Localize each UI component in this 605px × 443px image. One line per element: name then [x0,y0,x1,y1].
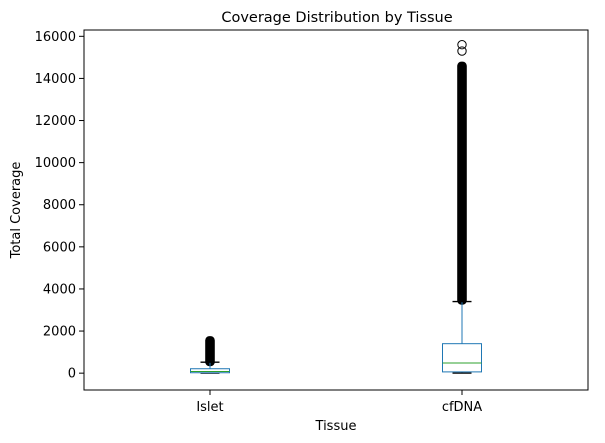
outlier-point [457,40,467,50]
x-axis-label: Tissue [315,419,357,434]
plot-frame [83,29,589,391]
outlier-band [205,336,215,367]
y-axis-label: Total Coverage [9,162,24,260]
x-tick-label: Islet [196,400,223,415]
iqr-box [190,368,230,374]
outlier-band [457,61,467,305]
box-cfdna [442,40,482,374]
y-tick-label: 12000 [35,114,76,129]
y-tick-label: 0 [68,367,76,382]
y-tick-label: 16000 [35,30,76,45]
y-tick-label: 2000 [43,325,76,340]
y-tick-label: 8000 [43,198,76,213]
x-tick-label: cfDNA [442,400,482,415]
y-tick-label: 10000 [35,156,76,171]
y-tick-label: 6000 [43,240,76,255]
y-tick-label: 14000 [35,72,76,87]
iqr-box [442,343,482,373]
y-tick-label: 4000 [43,282,76,297]
outlier-point [457,46,467,56]
box-islet [190,336,230,374]
chart-title: Coverage Distribution by Tissue [221,10,452,26]
plot-area [190,40,482,374]
